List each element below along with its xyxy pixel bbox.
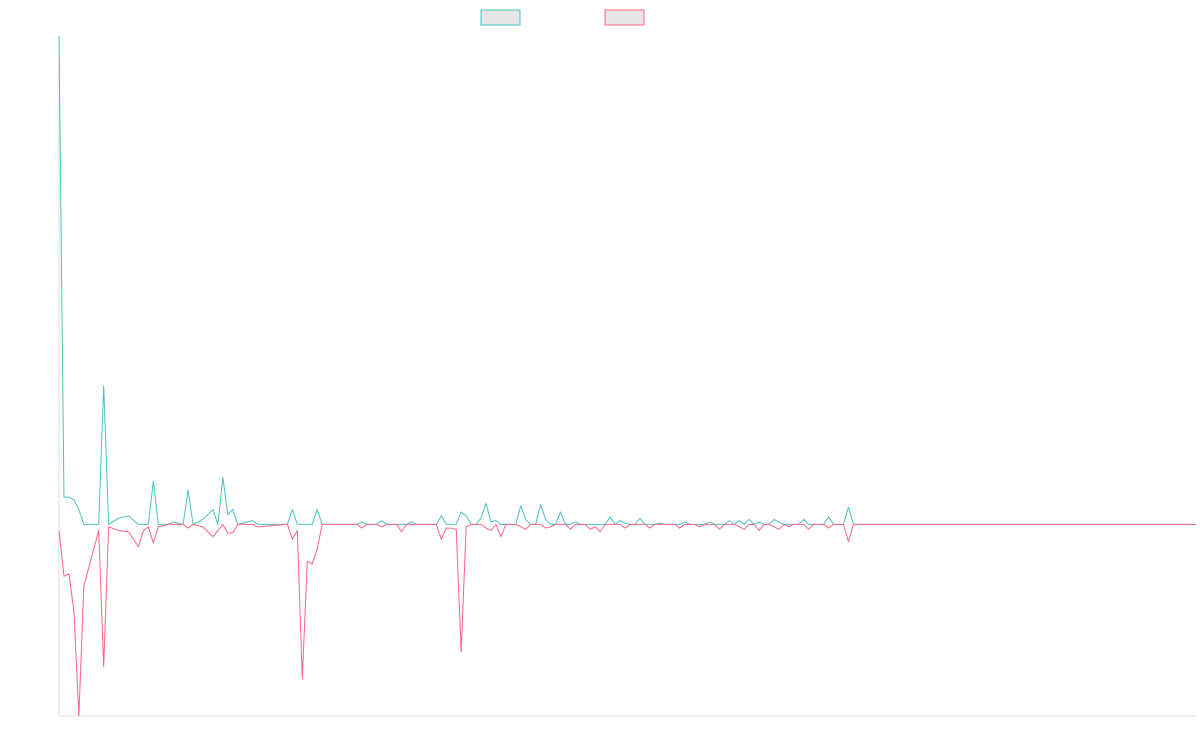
legend bbox=[480, 9, 645, 26]
legend-swatch-series-2[interactable] bbox=[604, 9, 645, 26]
series-layer bbox=[58, 35, 1196, 717]
series-line-2[interactable] bbox=[58, 523, 1196, 717]
series-line-1[interactable] bbox=[58, 35, 1196, 525]
legend-swatch-series-1[interactable] bbox=[480, 9, 521, 26]
